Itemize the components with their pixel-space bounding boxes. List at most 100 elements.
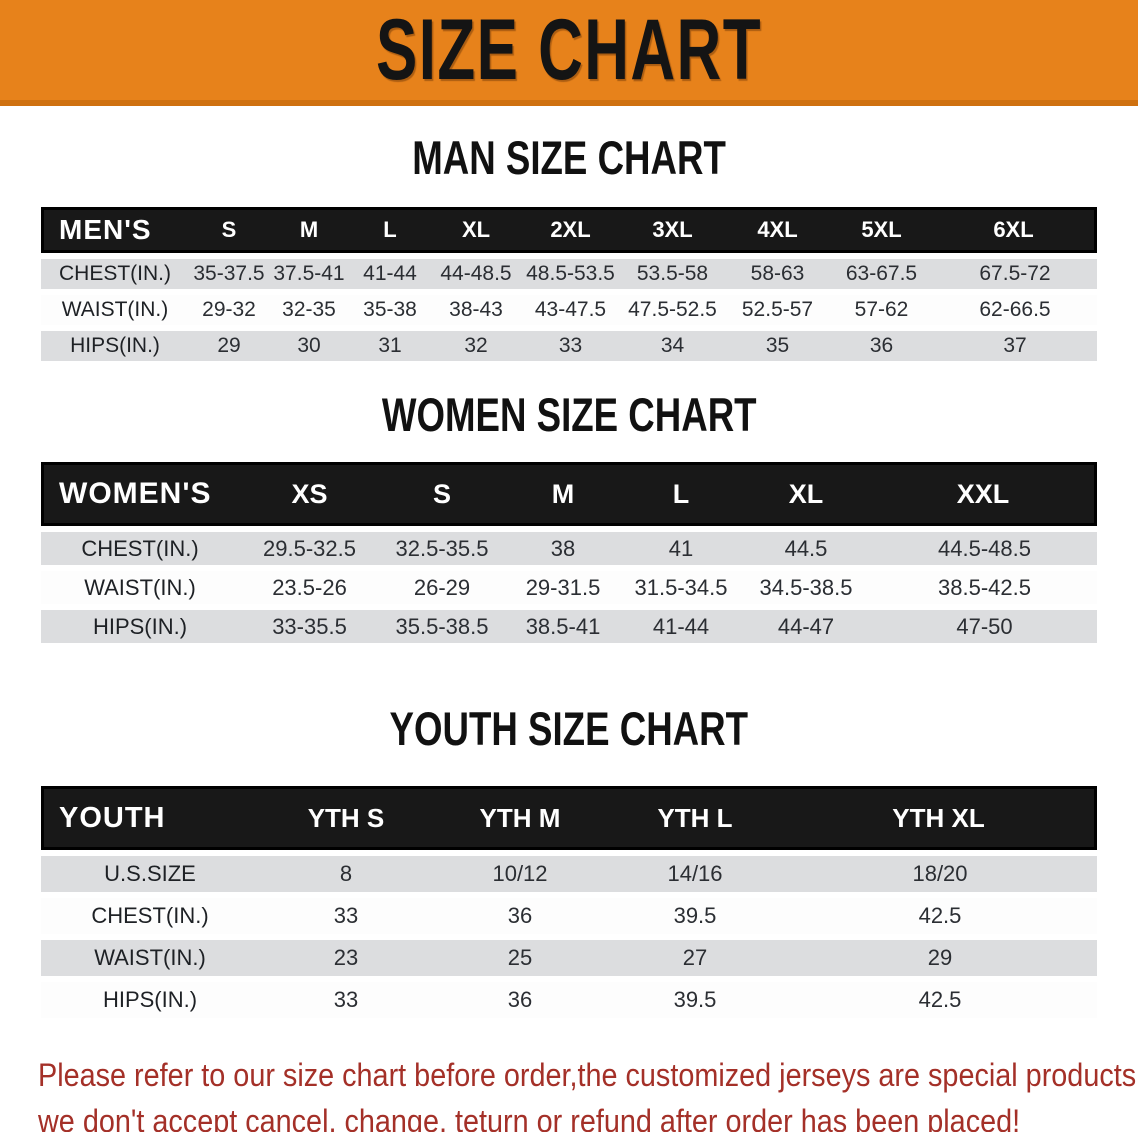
size-value-cell: 42.5 — [783, 982, 1097, 1018]
row-label: WAIST(IN.) — [41, 571, 239, 604]
size-value-cell: 18/20 — [783, 856, 1097, 892]
youth-chart-title: YOUTH SIZE CHART — [389, 702, 749, 755]
table-row: HIPS(IN.) 33-35.5 35.5-38.5 38.5-41 41-44 44-… — [41, 610, 1097, 643]
size-value-cell: 23.5-26 — [239, 571, 380, 604]
size-value-cell: 35 — [725, 331, 830, 361]
size-value-cell: 37 — [933, 331, 1097, 361]
size-value-cell: 44-47 — [740, 610, 872, 643]
size-value-cell: 33-35.5 — [239, 610, 380, 643]
size-column-header: XXL — [872, 462, 1097, 526]
size-column-header: YTH M — [433, 786, 607, 850]
size-value-cell: 57-62 — [830, 295, 933, 325]
footer-line-1: Please refer to our size chart before or… — [38, 1057, 1138, 1093]
size-column-header: YTH L — [607, 786, 783, 850]
size-column-header: YTH S — [259, 786, 433, 850]
women-table-label: WOMEN'S — [41, 462, 239, 526]
size-value-cell: 34.5-38.5 — [740, 571, 872, 604]
size-value-cell: 52.5-57 — [725, 295, 830, 325]
size-value-cell: 36 — [830, 331, 933, 361]
size-value-cell: 39.5 — [607, 898, 783, 934]
size-value-cell: 33 — [521, 331, 620, 361]
size-value-cell: 10/12 — [433, 856, 607, 892]
size-value-cell: 37.5-41 — [269, 259, 349, 289]
youth-size-table: YOUTH YTH S YTH M YTH L YTH XL U.S.SIZE 8 10/12… — [41, 780, 1097, 1024]
size-value-cell: 32 — [431, 331, 521, 361]
size-value-cell: 38 — [504, 532, 622, 565]
size-column-header: XS — [239, 462, 380, 526]
size-value-cell: 35.5-38.5 — [380, 610, 504, 643]
size-value-cell: 31 — [349, 331, 431, 361]
size-value-cell: 33 — [259, 982, 433, 1018]
size-value-cell: 29 — [189, 331, 269, 361]
banner-title: SIZE CHART — [376, 1, 762, 98]
women-table-header-row: WOMEN'S XS S M L XL XXL — [41, 462, 1097, 526]
table-row: WAIST(IN.) 23.5-26 26-29 29-31.5 31.5-34.5 34… — [41, 571, 1097, 604]
size-column-header: L — [349, 207, 431, 253]
row-label: HIPS(IN.) — [41, 331, 189, 361]
size-value-cell: 29-31.5 — [504, 571, 622, 604]
size-value-cell: 44.5 — [740, 532, 872, 565]
men-table-label: MEN'S — [41, 207, 189, 253]
size-column-header: M — [269, 207, 349, 253]
size-value-cell: 8 — [259, 856, 433, 892]
size-value-cell: 41-44 — [349, 259, 431, 289]
size-column-header: 5XL — [830, 207, 933, 253]
table-row: HIPS(IN.) 33 36 39.5 42.5 — [41, 982, 1097, 1018]
youth-table-label: YOUTH — [41, 786, 259, 850]
size-column-header: YTH XL — [783, 786, 1097, 850]
size-value-cell: 41-44 — [622, 610, 740, 643]
size-value-cell: 47-50 — [872, 610, 1097, 643]
size-value-cell: 34 — [620, 331, 725, 361]
men-chart-title: MAN SIZE CHART — [412, 131, 726, 184]
size-value-cell: 41 — [622, 532, 740, 565]
size-value-cell: 29 — [783, 940, 1097, 976]
size-column-header: XL — [740, 462, 872, 526]
table-row: WAIST(IN.) 29-32 32-35 35-38 38-43 43-47.5 47.… — [41, 295, 1097, 325]
size-column-header: 4XL — [725, 207, 830, 253]
table-row: HIPS(IN.) 29 30 31 32 33 34 35 36 37 — [41, 331, 1097, 361]
size-value-cell: 35-37.5 — [189, 259, 269, 289]
size-column-header: 3XL — [620, 207, 725, 253]
size-value-cell: 39.5 — [607, 982, 783, 1018]
size-value-cell: 31.5-34.5 — [622, 571, 740, 604]
size-value-cell: 63-67.5 — [830, 259, 933, 289]
size-value-cell: 25 — [433, 940, 607, 976]
size-value-cell: 33 — [259, 898, 433, 934]
size-value-cell: 36 — [433, 898, 607, 934]
youth-table-header-row: YOUTH YTH S YTH M YTH L YTH XL — [41, 786, 1097, 850]
size-value-cell: 53.5-58 — [620, 259, 725, 289]
size-column-header: S — [189, 207, 269, 253]
row-label: HIPS(IN.) — [41, 610, 239, 643]
table-row: WAIST(IN.) 23 25 27 29 — [41, 940, 1097, 976]
size-column-header: 2XL — [521, 207, 620, 253]
size-value-cell: 36 — [433, 982, 607, 1018]
size-value-cell: 58-63 — [725, 259, 830, 289]
women-size-table: WOMEN'S XS S M L XL XXL CHEST(IN.) 29.5-32.5 32.5… — [41, 456, 1097, 649]
size-value-cell: 26-29 — [380, 571, 504, 604]
row-label: CHEST(IN.) — [41, 259, 189, 289]
size-value-cell: 47.5-52.5 — [620, 295, 725, 325]
size-column-header: XL — [431, 207, 521, 253]
men-table-header-row: MEN'S S M L XL 2XL 3XL 4XL 5XL 6XL — [41, 207, 1097, 253]
row-label: HIPS(IN.) — [41, 982, 259, 1018]
size-value-cell: 62-66.5 — [933, 295, 1097, 325]
size-value-cell: 48.5-53.5 — [521, 259, 620, 289]
section-heading-women: WOMEN SIZE CHART — [0, 387, 1138, 442]
size-value-cell: 44-48.5 — [431, 259, 521, 289]
size-value-cell: 29-32 — [189, 295, 269, 325]
footer-note: Please refer to our size chart before or… — [0, 1052, 1138, 1132]
footer-line-2: we don't accept cancel, change, teturn o… — [38, 1103, 1021, 1132]
size-value-cell: 30 — [269, 331, 349, 361]
banner: SIZE CHART — [0, 0, 1138, 106]
size-value-cell: 43-47.5 — [521, 295, 620, 325]
size-column-header: S — [380, 462, 504, 526]
section-heading-youth: YOUTH SIZE CHART — [0, 701, 1138, 756]
row-label: WAIST(IN.) — [41, 295, 189, 325]
size-value-cell: 32.5-35.5 — [380, 532, 504, 565]
row-label: CHEST(IN.) — [41, 532, 239, 565]
size-column-header: 6XL — [933, 207, 1097, 253]
size-value-cell: 23 — [259, 940, 433, 976]
size-column-header: M — [504, 462, 622, 526]
women-chart-title: WOMEN SIZE CHART — [381, 388, 757, 441]
size-value-cell: 27 — [607, 940, 783, 976]
